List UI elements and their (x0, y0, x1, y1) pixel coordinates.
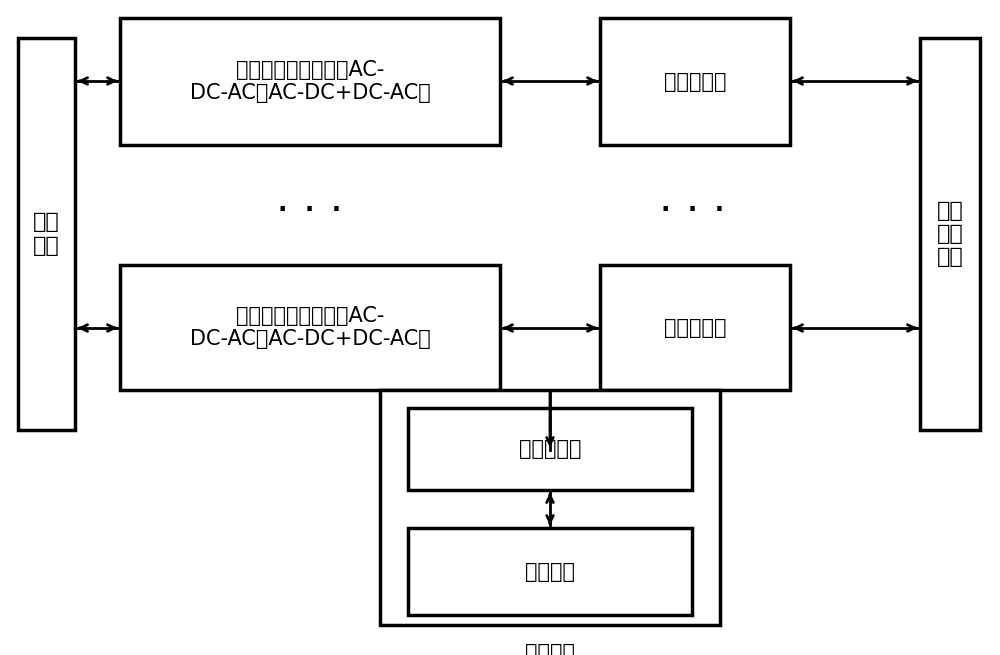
Bar (120, 265, 500, 390)
Text: ·  ·  ·: · · · (278, 198, 342, 222)
Text: 升压变压器: 升压变压器 (664, 318, 726, 337)
Text: 电网
模拟
装置: 电网 模拟 装置 (937, 201, 963, 267)
Bar (408, 528, 692, 615)
Bar (18, 38, 75, 430)
Bar (408, 408, 692, 490)
Text: 蓄电池组: 蓄电池组 (525, 561, 575, 582)
Bar (600, 18, 790, 145)
Text: 升压变压器: 升压变压器 (664, 71, 726, 92)
Bar (600, 265, 790, 390)
Bar (920, 38, 980, 430)
Bar (120, 18, 500, 145)
Text: 储能变流器: 储能变流器 (519, 439, 581, 459)
Bar (380, 390, 720, 625)
Text: 储能装置: 储能装置 (525, 643, 575, 655)
Text: 同步
模块: 同步 模块 (33, 212, 60, 255)
Text: 电力电子逆变电源（AC-
DC-AC或AC-DC+DC-AC）: 电力电子逆变电源（AC- DC-AC或AC-DC+DC-AC） (190, 306, 430, 349)
Text: 电力电子逆变电源（AC-
DC-AC或AC-DC+DC-AC）: 电力电子逆变电源（AC- DC-AC或AC-DC+DC-AC） (190, 60, 430, 103)
Text: ·  ·  ·: · · · (661, 198, 725, 222)
